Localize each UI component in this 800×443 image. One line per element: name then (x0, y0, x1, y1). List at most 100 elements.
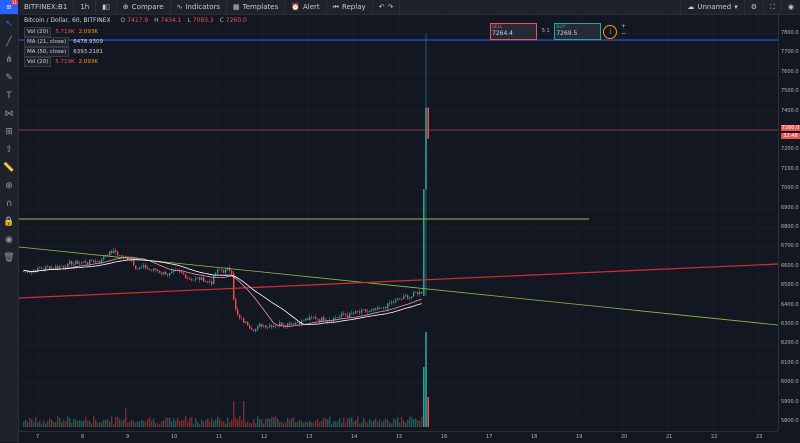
indicators-icon: ∿ (176, 3, 183, 11)
trash-icon[interactable]: 🗑 (3, 253, 15, 263)
candle-body (211, 281, 213, 285)
legend-row-ma21[interactable]: MA (21, close) 6478.9309 (24, 37, 103, 47)
volume-bar (337, 421, 339, 427)
legend-row-vol2[interactable]: Vol (20) 5.719K 2.093K (24, 57, 103, 67)
cursor-icon[interactable]: ↖ (5, 19, 13, 29)
candle-body (101, 259, 103, 263)
buy-button[interactable]: BUY 7269.5 (554, 23, 602, 40)
volume-bar (221, 421, 223, 427)
candle-body (103, 256, 105, 260)
indicators-button[interactable]: ∿ Indicators (171, 0, 228, 14)
volume-bar (351, 417, 353, 427)
candle-body (297, 322, 299, 323)
candle-body (51, 267, 53, 269)
candle-body (371, 309, 373, 311)
layout-button[interactable]: ☁ Unnamed ▾ (680, 0, 743, 14)
candle-body (123, 256, 125, 257)
alert-button[interactable]: ⏰ Alert (285, 0, 327, 14)
snapshot-button[interactable]: ◉ (780, 0, 800, 14)
volume-bar (83, 420, 85, 427)
trendline-icon[interactable]: ╱ (6, 37, 12, 47)
sell-label: SELL (492, 25, 503, 30)
indicators-label: Indicators (185, 3, 221, 11)
interval-button[interactable]: 1h (74, 0, 97, 14)
volume-bar (73, 419, 75, 427)
volume-bar (321, 420, 323, 427)
volume-bar (139, 421, 141, 427)
candle-body (131, 259, 133, 261)
buy-price: 7269.5 (556, 30, 578, 37)
plus-icon[interactable]: + (620, 23, 626, 30)
price-chart[interactable] (19, 15, 778, 431)
text-icon[interactable]: T (6, 91, 12, 101)
volume-bar (305, 421, 307, 427)
candle-body (359, 311, 361, 313)
lock-icon[interactable]: 🔒 (3, 217, 15, 227)
fullscreen-icon: ⛶ (769, 2, 775, 11)
quantity-stepper[interactable]: + − (619, 23, 626, 40)
trendline-red (19, 263, 778, 299)
volume-bar (195, 418, 197, 427)
legend-row-ma50[interactable]: MA (50, close) 6393.2181 (24, 47, 103, 57)
volume-bar (179, 421, 181, 427)
fib-icon[interactable]: ⋔ (5, 55, 13, 65)
volume-bar (373, 420, 375, 427)
volume-bar (199, 423, 201, 427)
info-icon[interactable]: i (603, 25, 617, 39)
candle-body (137, 268, 139, 270)
volume-bar (403, 420, 405, 427)
redo-icon[interactable]: ↷ (387, 3, 394, 11)
price-axis[interactable]: 7800.07700.07600.07500.07400.07300.07200… (778, 15, 800, 431)
symbol-search[interactable]: BITFINEX:B1 (18, 0, 75, 14)
volume-bar (49, 418, 51, 427)
chart-style-button[interactable]: ▮▯ (96, 0, 117, 14)
time-axis[interactable]: 7 8 9 10 11 12 13 14 15 16 17 18 19 20 21 22 23 (19, 431, 778, 443)
volume-bar (237, 419, 239, 427)
compare-button[interactable]: ⊕ Compare (117, 0, 171, 14)
undo-redo[interactable]: ↶ ↷ (373, 0, 401, 14)
volume-bar (313, 423, 315, 427)
brush-icon[interactable]: ✎ (5, 73, 13, 83)
candle-body (221, 269, 223, 271)
compare-label: Compare (131, 3, 164, 11)
candle-body (375, 308, 377, 310)
candle-body (155, 268, 157, 271)
volume-bar (187, 422, 189, 427)
volume-bar (367, 423, 369, 427)
candle-body (343, 313, 345, 315)
volume-bar (67, 416, 69, 427)
volume-bar (59, 417, 61, 427)
undo-icon[interactable]: ↶ (378, 3, 385, 11)
volume-bar (127, 423, 129, 427)
chart-legend-title[interactable]: Bitcoin / Dollar, 60, BITFINEX O 7417.9 … (24, 17, 251, 24)
ruler-icon[interactable]: 📏 (3, 163, 15, 173)
arrow-up-icon[interactable]: ⇧ (5, 145, 13, 155)
minus-icon[interactable]: − (620, 30, 626, 37)
volume-bar (281, 421, 283, 427)
logo-icon[interactable]: ≡ 11 (0, 0, 18, 14)
replay-button[interactable]: ⏮ Replay (327, 0, 373, 14)
candle-body (111, 251, 113, 253)
magnet-icon[interactable]: ∩ (5, 199, 13, 209)
candle-body (261, 323, 263, 327)
sell-button[interactable]: SELL 7264.4 (490, 23, 538, 40)
legend-row-vol[interactable]: Vol (20) 5.719K 2.093K (24, 27, 103, 37)
ohlc-values: O 7417.9 H 7434.1 L 7093.3 C 7260.0 (121, 17, 251, 24)
volume-bar (317, 418, 319, 427)
pattern-icon[interactable]: ⋈ (4, 109, 14, 119)
volume-bar (25, 419, 27, 427)
candle-body (369, 310, 371, 312)
fullscreen-button[interactable]: ⛶ (762, 0, 781, 14)
volume-bar (265, 418, 267, 427)
templates-button[interactable]: ▦ Templates (227, 0, 286, 14)
volume-bar (39, 420, 41, 427)
zoom-icon[interactable]: ⊕ (5, 181, 13, 191)
indicator-legend: Vol (20) 5.719K 2.093K MA (21, close) 6478.… (24, 27, 103, 67)
eye-icon[interactable]: ◉ (5, 235, 13, 245)
volume-bar (119, 419, 121, 427)
candle-body (423, 189, 425, 296)
candle-body (173, 270, 175, 272)
settings-button[interactable]: ⚙ (743, 0, 763, 14)
measure-icon[interactable]: ⊞ (5, 127, 13, 137)
ohlc-close-key: C (219, 17, 224, 24)
